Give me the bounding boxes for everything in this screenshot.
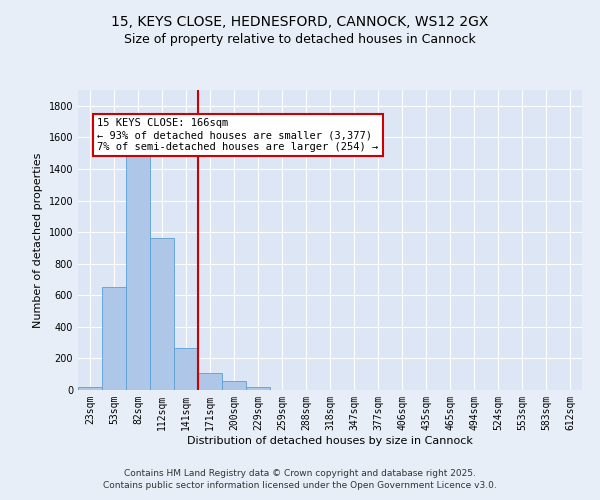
Text: Contains HM Land Registry data © Crown copyright and database right 2025.: Contains HM Land Registry data © Crown c…	[124, 468, 476, 477]
Bar	[126, 124, 150, 390]
Bar	[150, 238, 174, 390]
Bar	[198, 374, 222, 390]
Bar	[222, 380, 246, 390]
Text: Size of property relative to detached houses in Cannock: Size of property relative to detached ho…	[124, 32, 476, 46]
Text: Contains public sector information licensed under the Open Government Licence v3: Contains public sector information licen…	[103, 481, 497, 490]
Text: 15, KEYS CLOSE, HEDNESFORD, CANNOCK, WS12 2GX: 15, KEYS CLOSE, HEDNESFORD, CANNOCK, WS1…	[112, 15, 488, 29]
Bar	[246, 387, 270, 390]
Text: 15 KEYS CLOSE: 166sqm
← 93% of detached houses are smaller (3,377)
7% of semi-de: 15 KEYS CLOSE: 166sqm ← 93% of detached …	[97, 118, 379, 152]
Bar	[174, 348, 198, 390]
Bar	[78, 387, 102, 390]
X-axis label: Distribution of detached houses by size in Cannock: Distribution of detached houses by size …	[187, 436, 473, 446]
Bar	[102, 288, 126, 390]
Y-axis label: Number of detached properties: Number of detached properties	[33, 152, 43, 328]
